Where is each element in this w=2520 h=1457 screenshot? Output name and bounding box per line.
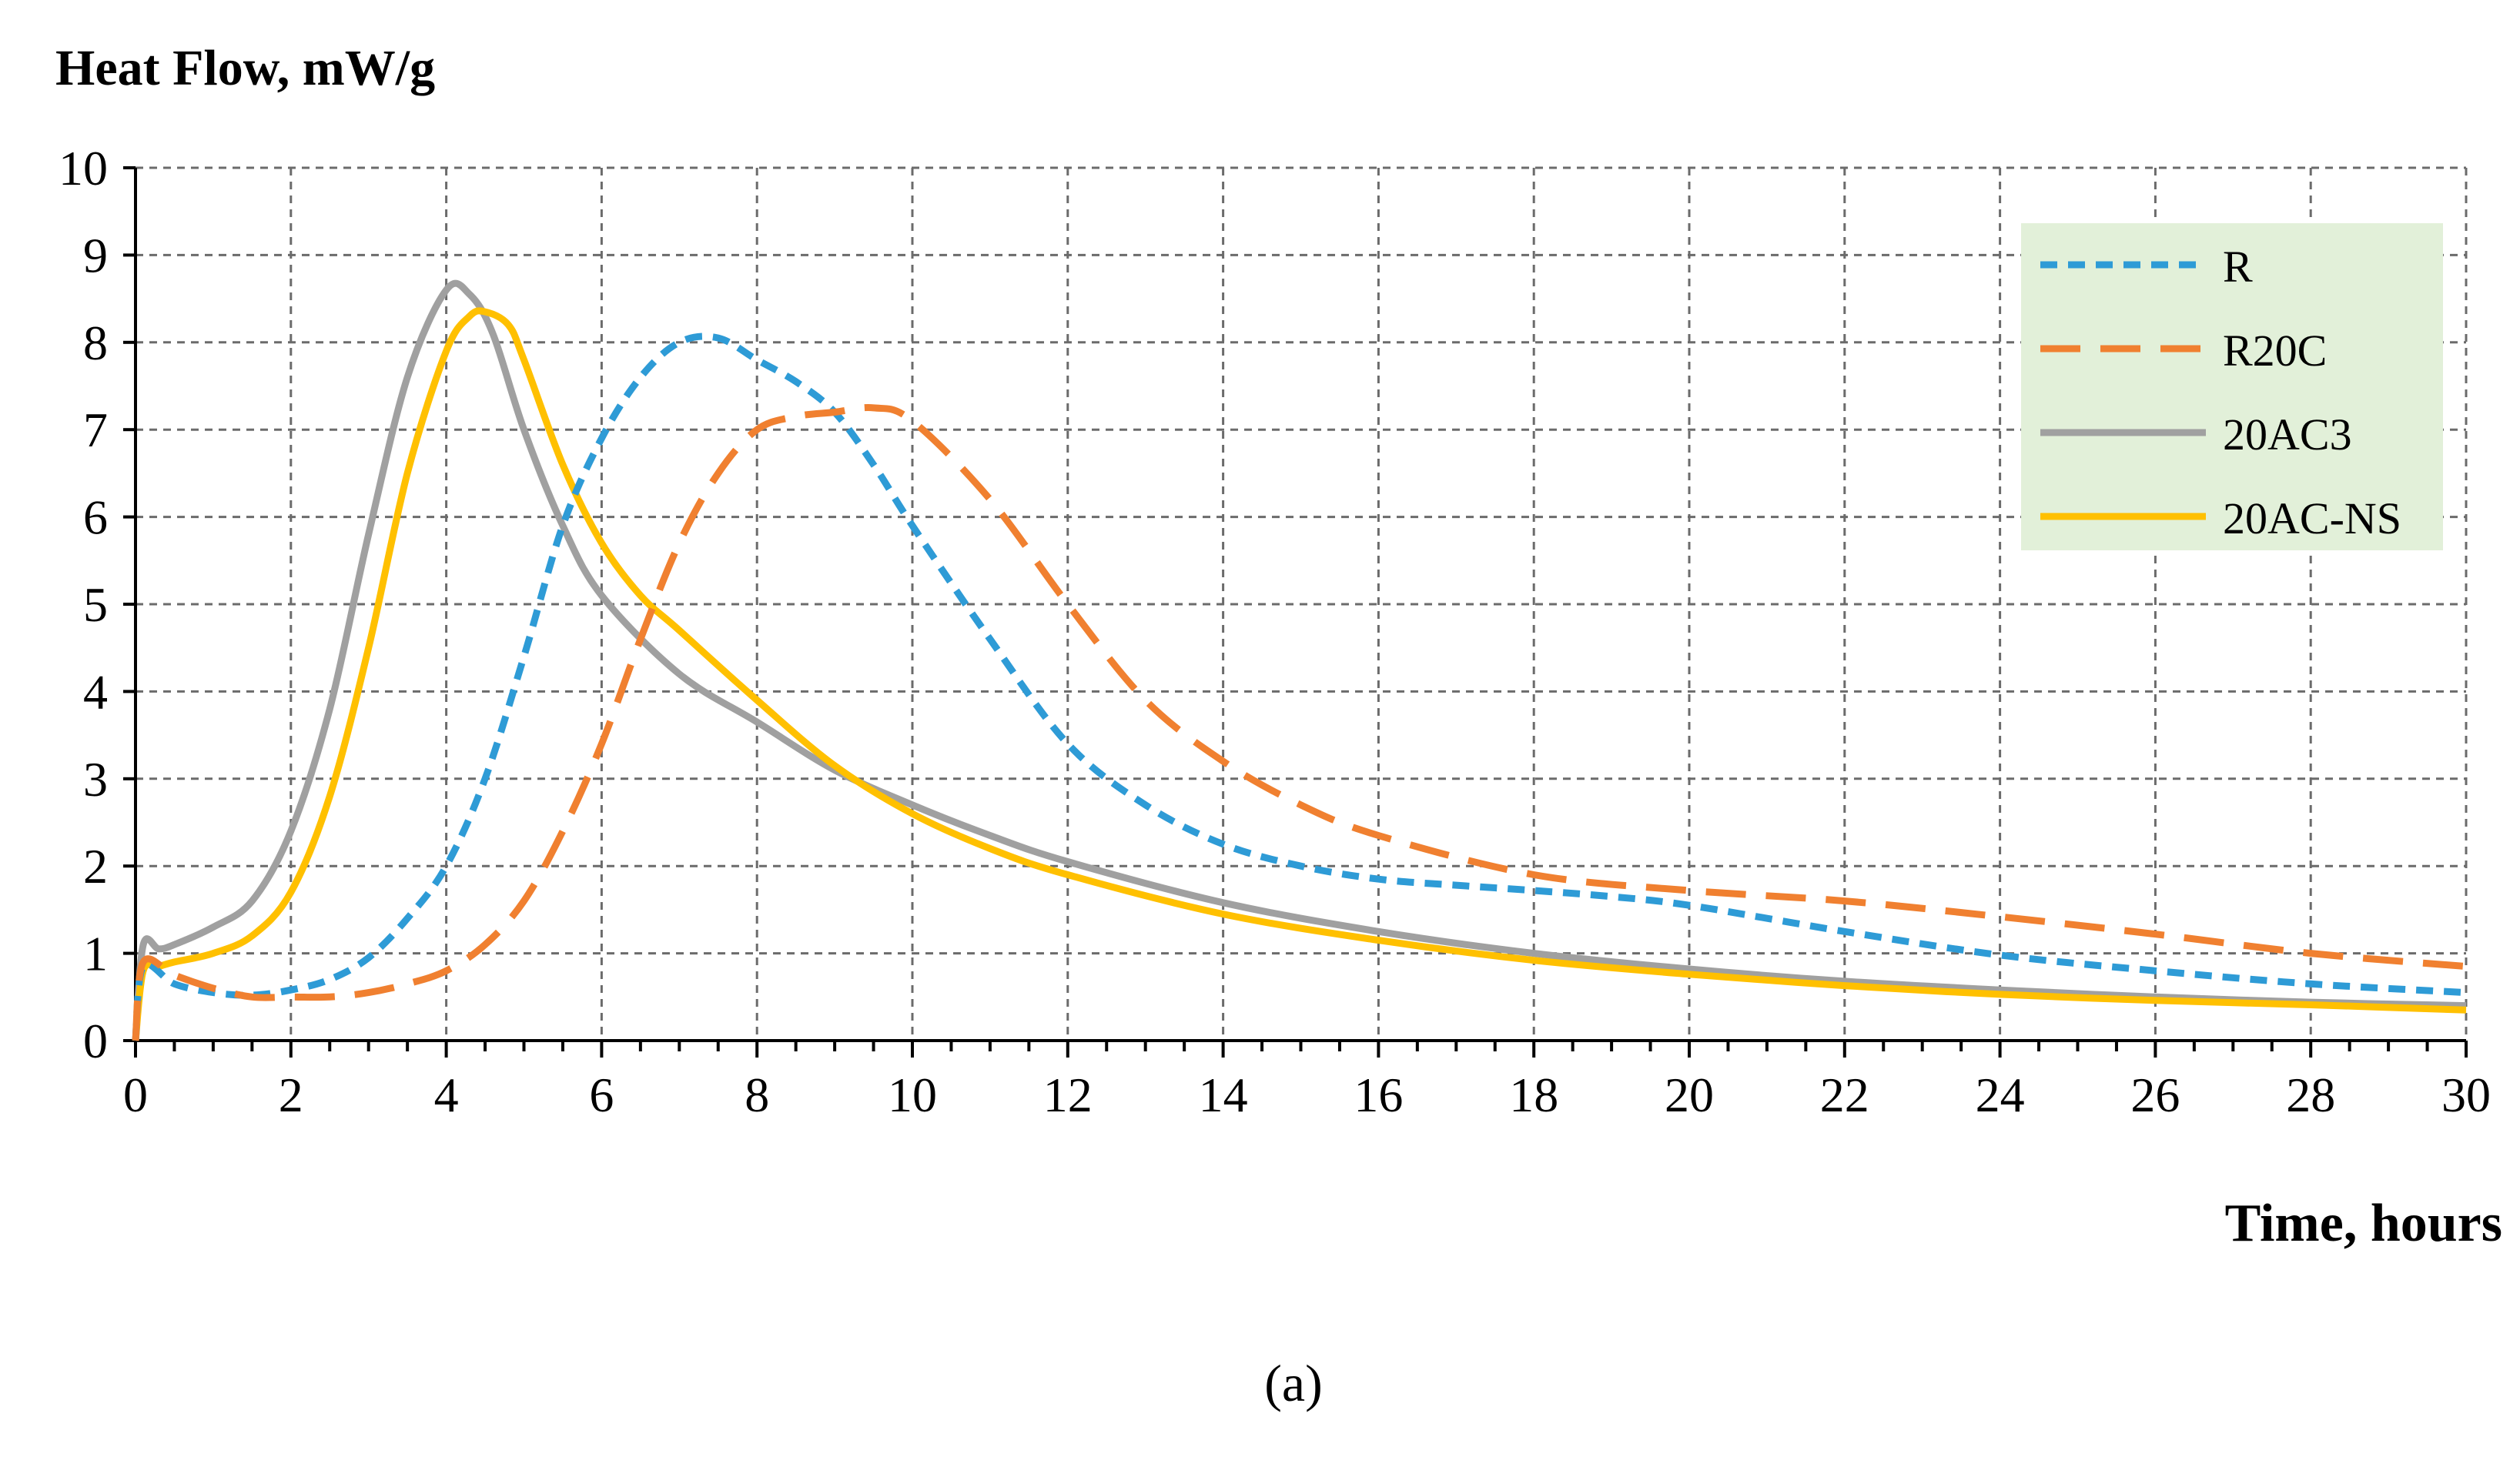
y-tick-label-9: 9 <box>83 228 108 282</box>
y-axis-label: Heat Flow, mW/g <box>55 40 435 96</box>
y-tick-label-3: 3 <box>83 752 108 807</box>
x-tick-label-6: 6 <box>589 1068 614 1122</box>
y-tick-label-4: 4 <box>83 664 108 719</box>
x-axis-label: Time, hours <box>2225 1194 2502 1253</box>
x-tick-label-2: 2 <box>279 1068 303 1122</box>
x-tick-label-14: 14 <box>1199 1068 1248 1122</box>
x-tick-label-0: 0 <box>123 1068 148 1122</box>
x-tick-label-20: 20 <box>1665 1068 1714 1122</box>
x-tick-label-22: 22 <box>1820 1068 1869 1122</box>
x-tick-label-28: 28 <box>2286 1068 2335 1122</box>
series-line-r20c <box>132 404 2467 1041</box>
y-tick-label-1: 1 <box>83 927 108 981</box>
y-tick-label-5: 5 <box>83 577 108 632</box>
figure-caption: (a) <box>1264 1354 1322 1412</box>
x-tick-label-18: 18 <box>1509 1068 1558 1122</box>
series-line-20ac-ns <box>132 307 2467 1041</box>
y-tick-label-7: 7 <box>83 403 108 457</box>
x-tick-label-24: 24 <box>1976 1068 2025 1122</box>
y-tick-label-0: 0 <box>83 1014 108 1068</box>
x-tick-label-4: 4 <box>434 1068 459 1122</box>
y-tick-label-8: 8 <box>83 316 108 370</box>
legend-label-20ac-ns: 20AC-NS <box>2223 493 2401 543</box>
x-tick-label-12: 12 <box>1043 1068 1093 1122</box>
series-line-r <box>132 333 2467 1041</box>
series-layer <box>132 279 2467 1041</box>
series-line-20ac3 <box>132 279 2467 1041</box>
x-tick-label-8: 8 <box>745 1068 769 1122</box>
legend-box <box>2021 223 2443 550</box>
x-tick-label-16: 16 <box>1354 1068 1403 1122</box>
x-tick-label-26: 26 <box>2130 1068 2180 1122</box>
y-tick-label-10: 10 <box>59 141 108 195</box>
legend-label-20ac3: 20AC3 <box>2223 409 2352 459</box>
y-tick-label-2: 2 <box>83 839 108 894</box>
legend-label-r: R <box>2223 242 2253 292</box>
legend-label-r20c: R20C <box>2223 326 2327 376</box>
x-tick-label-30: 30 <box>2441 1068 2491 1122</box>
y-tick-label-6: 6 <box>83 490 108 545</box>
legend: R R20C 20AC3 20AC-NS <box>2021 223 2443 550</box>
x-tick-label-10: 10 <box>888 1068 937 1122</box>
